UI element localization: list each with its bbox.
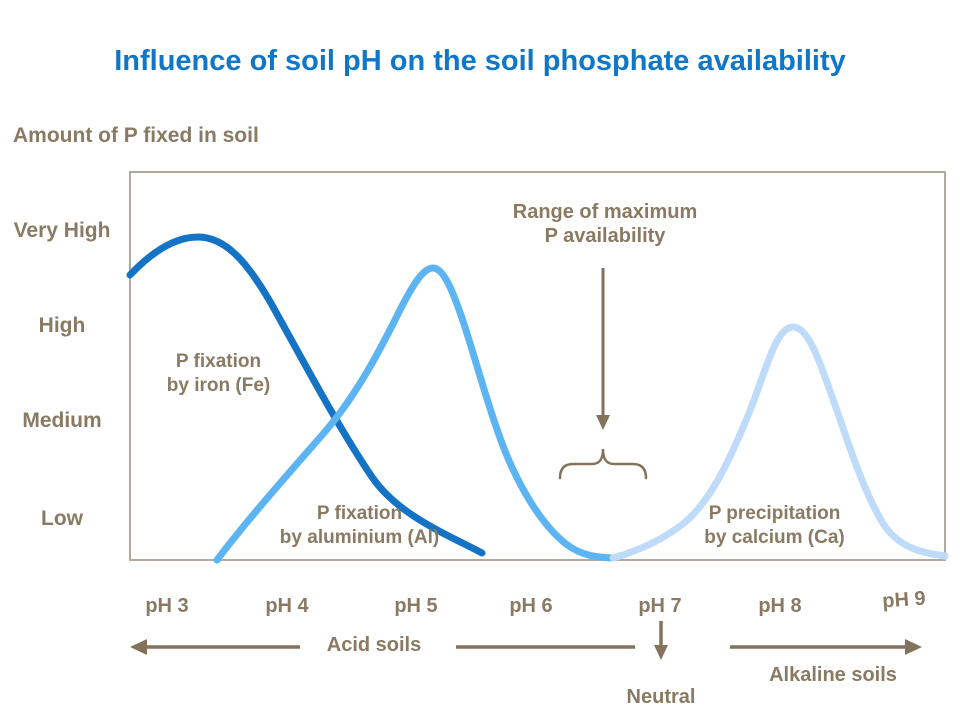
range-annotation-line2: P availability	[544, 225, 666, 247]
fe-curve-label-line1: P fixation	[175, 351, 262, 372]
x-tick-ph3: pH 3	[145, 595, 189, 617]
fe-curve-label: P fixation by iron (Fe)	[131, 350, 306, 398]
fe-curve-label-line2: by iron (Fe)	[166, 375, 271, 396]
al-curve-label: P fixation by aluminium (Al)	[262, 502, 457, 550]
ca-curve-label-line1: P precipitation	[708, 503, 841, 524]
al-curve-label-line1: P fixation	[316, 503, 403, 524]
neutral-arrowhead-icon	[654, 645, 668, 660]
x-tick-ph9: pH 9	[881, 587, 927, 613]
ca-curve-label-line2: by calcium (Ca)	[704, 527, 845, 548]
y-tick-low: Low	[41, 507, 83, 530]
y-tick-high: High	[38, 314, 86, 337]
ca-curve-label: P precipitation by calcium (Ca)	[677, 502, 872, 550]
x-tick-ph4: pH 4	[265, 595, 309, 617]
x-tick-ph6: pH 6	[509, 595, 553, 617]
range-annotation-line1: Range of maximum	[512, 201, 698, 223]
acid-arrowhead-icon	[130, 639, 147, 655]
x-tick-ph8: pH 8	[758, 595, 802, 617]
y-tick-very-high: Very High	[13, 219, 111, 242]
x-tick-ph5: pH 5	[394, 595, 438, 617]
neutral-label: Neutral	[626, 686, 696, 708]
range-annotation-label: Range of maximum P availability	[495, 200, 715, 248]
x-tick-ph7: pH 7	[638, 595, 682, 617]
y-tick-medium: Medium	[22, 409, 102, 432]
acid-soils-label: Acid soils	[326, 634, 422, 656]
y-axis-title: Amount of P fixed in soil	[13, 124, 259, 147]
alkaline-arrowhead-icon	[905, 639, 922, 655]
page-title: Influence of soil pH on the soil phospha…	[114, 45, 846, 77]
alkaline-soils-label: Alkaline soils	[769, 664, 897, 686]
al-curve-label-line2: by aluminium (Al)	[279, 527, 440, 548]
